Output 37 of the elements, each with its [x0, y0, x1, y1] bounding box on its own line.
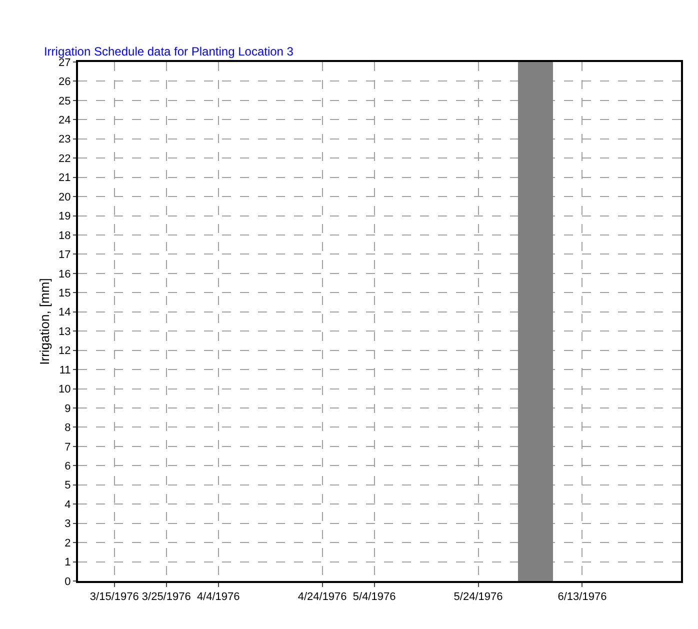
y-tick-label: 20	[58, 191, 71, 204]
y-axis-title: Irrigation, [mm]	[37, 278, 52, 365]
y-tick-label: 7	[64, 441, 71, 454]
x-tick-label: 4/4/1976	[196, 591, 240, 604]
y-tick-label: 1	[64, 556, 71, 569]
y-tick-label: 26	[58, 76, 71, 88]
y-tick-label: 10	[58, 384, 71, 396]
x-tick-label: 4/24/1976	[298, 591, 347, 604]
y-tick-label: 5	[64, 480, 71, 492]
y-tick-label: 22	[58, 152, 71, 165]
y-tick-label: 8	[64, 422, 71, 434]
y-tick-label: 4	[64, 498, 71, 511]
y-tick-label: 16	[58, 268, 71, 280]
chart-title: Irrigation Schedule data for Planting Location 3	[44, 44, 294, 59]
x-tick-label: 5/4/1976	[352, 591, 396, 604]
y-tick-label: 15	[58, 288, 71, 300]
y-tick-label: 14	[58, 306, 71, 319]
y-tick-label: 19	[58, 210, 71, 223]
y-tick-label: 2	[64, 537, 71, 550]
y-tick-label: 17	[58, 249, 71, 262]
y-tick-label: 12	[58, 345, 71, 358]
x-tick-label: 3/25/1976	[142, 591, 191, 604]
y-tick-label: 13	[58, 326, 71, 338]
x-tick-label: 6/13/1976	[558, 591, 607, 604]
y-tick-label: 21	[58, 172, 71, 184]
y-tick-label: 11	[59, 364, 71, 376]
y-tick-label: 6	[64, 460, 71, 473]
y-tick-label: 3	[64, 518, 71, 530]
y-tick-label: 9	[64, 402, 71, 415]
x-tick-label: 5/24/1976	[454, 591, 503, 604]
y-tick-label: 0	[64, 576, 71, 588]
y-tick-label: 27	[58, 56, 71, 69]
y-tick-label: 25	[58, 95, 71, 108]
y-tick-label: 23	[58, 134, 71, 146]
y-tick-label: 18	[58, 230, 71, 242]
x-tick-label: 3/15/1976	[90, 591, 139, 604]
y-tick-label: 24	[58, 114, 71, 127]
